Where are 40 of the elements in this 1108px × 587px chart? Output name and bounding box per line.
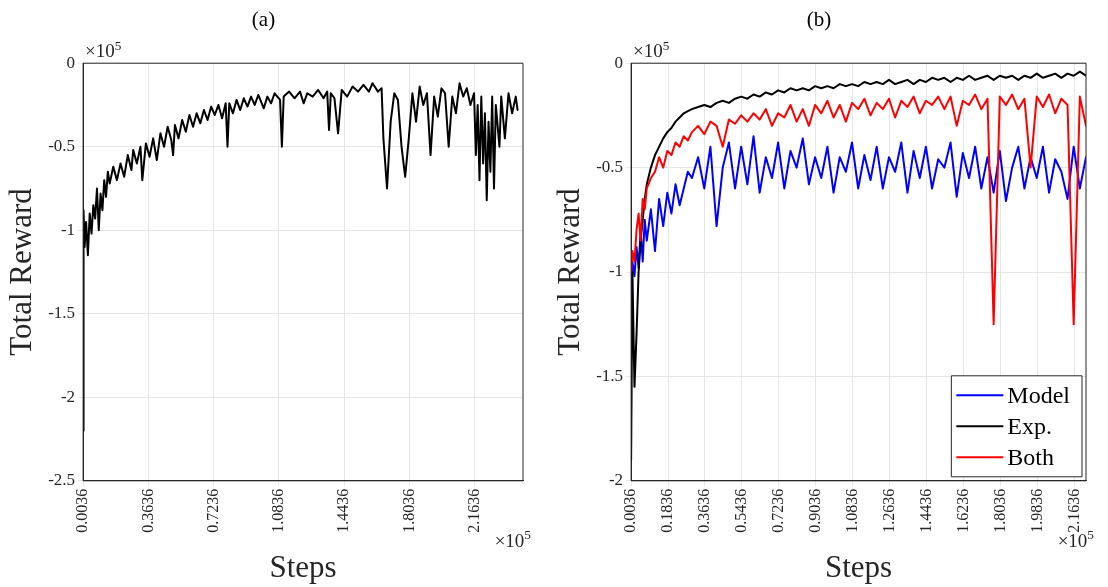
y-axis-title: Total Reward <box>2 187 38 356</box>
y-tick-label: -1.5 <box>48 303 76 323</box>
x-tick-label: 0.0036 <box>73 488 91 533</box>
y-tick-label: -1.5 <box>596 365 624 385</box>
x-tick-label: 1.8036 <box>399 488 417 533</box>
y-tick-label: -2.5 <box>48 470 76 490</box>
x-tick-label: 0.1836 <box>658 488 676 533</box>
legend-label: Both <box>1007 443 1055 470</box>
x-tick-label: 0.3636 <box>138 488 156 533</box>
x-tick-label: 1.9836 <box>1027 488 1045 533</box>
chart-title: (b) <box>806 7 832 32</box>
x-axis-title: Steps <box>269 548 337 584</box>
legend-label: Model <box>1007 381 1071 408</box>
y-tick-label: -2 <box>60 386 76 406</box>
y-tick-label: -2 <box>608 470 624 490</box>
x-tick-label: 2.1636 <box>1064 488 1082 533</box>
legend-label: Exp. <box>1007 412 1053 439</box>
chart-title: (a) <box>251 7 276 32</box>
y-tick-label: -0.5 <box>48 136 76 156</box>
y-tick-label: -1 <box>608 261 624 281</box>
x-tick-label: 1.4436 <box>334 488 352 533</box>
y-tick-label: 0 <box>66 52 76 72</box>
y-tick-label: -0.5 <box>596 157 624 177</box>
y-tick-label: 0 <box>614 52 624 72</box>
x-tick-label: 0.5436 <box>732 488 750 533</box>
x-tick-label: 1.0836 <box>269 488 287 533</box>
x-tick-label: 1.4436 <box>916 488 934 533</box>
x-tick-label: 0.7236 <box>203 488 221 533</box>
x-tick-label: 2.1636 <box>464 488 482 533</box>
x-tick-label: 1.2636 <box>879 488 897 533</box>
y-axis-title: Total Reward <box>550 187 586 356</box>
x-axis-title: Steps <box>824 548 893 584</box>
x-tick-label: 0.3636 <box>695 488 713 533</box>
y-tick-label: -1 <box>60 219 76 239</box>
x-tick-label: 1.6236 <box>953 488 971 533</box>
x-tick-label: 0.0036 <box>621 488 639 533</box>
x-tick-label: 1.8036 <box>990 488 1008 533</box>
x-tick-label: 1.0836 <box>842 488 860 533</box>
x-tick-label: 0.7236 <box>769 488 787 533</box>
x-tick-label: 0.9036 <box>806 488 824 533</box>
